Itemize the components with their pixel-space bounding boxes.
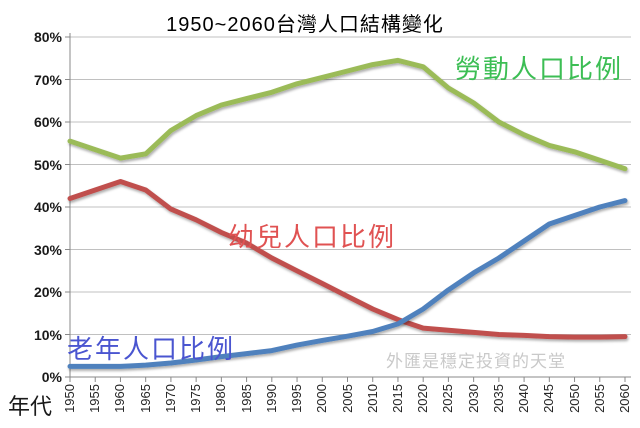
x-axis-tick-label: 1980 bbox=[213, 384, 229, 413]
x-axis-tick-label: 2055 bbox=[591, 384, 607, 413]
y-axis-tick-label: 50% bbox=[33, 156, 62, 173]
x-axis-tick-label: 2050 bbox=[566, 384, 582, 413]
x-axis-tick-label: 2040 bbox=[516, 384, 532, 413]
y-axis-tick-label: 20% bbox=[33, 284, 62, 300]
watermark-text: 外匯是穩定投資的天堂 bbox=[386, 352, 566, 371]
x-axis-tick-label: 1970 bbox=[162, 384, 178, 413]
x-axis-tick-label: 2005 bbox=[339, 384, 355, 413]
y-axis-tick-label: 30% bbox=[33, 241, 62, 258]
x-axis-tick-label: 2015 bbox=[389, 384, 405, 413]
series-label-labor-population: 勞動人口比例 bbox=[455, 54, 624, 84]
x-axis-tick-label: 2060 bbox=[617, 384, 632, 413]
x-axis-tick-label: 2010 bbox=[364, 384, 380, 413]
x-axis-tick-label: 1985 bbox=[238, 384, 254, 413]
x-axis-tick-label: 2025 bbox=[440, 384, 456, 413]
y-axis-tick-label: 60% bbox=[33, 114, 62, 130]
x-axis-tick-label: 1960 bbox=[112, 384, 128, 413]
y-axis-tick-label: 10% bbox=[33, 326, 62, 343]
x-axis-tick-label: 1950 bbox=[62, 384, 77, 413]
x-axis-title: 年代 bbox=[8, 394, 53, 419]
x-axis-tick-label: 1955 bbox=[87, 384, 103, 413]
x-axis-tick-label: 1995 bbox=[289, 384, 305, 413]
x-axis-tick-label: 1990 bbox=[263, 384, 279, 413]
x-axis-tick-label: 1965 bbox=[137, 384, 153, 413]
chart-title: 1950~2060台灣人口結構變化 bbox=[166, 14, 444, 36]
y-axis-tick-label: 70% bbox=[33, 71, 62, 88]
y-axis-tick-label: 40% bbox=[33, 199, 62, 215]
x-axis-tick-label: 2035 bbox=[490, 384, 506, 413]
x-axis-tick-label: 1975 bbox=[188, 384, 204, 413]
y-axis-tick-label: 0% bbox=[41, 369, 62, 385]
x-axis-tick-label: 2020 bbox=[415, 384, 431, 413]
x-axis-tick-label: 2030 bbox=[465, 384, 481, 413]
x-axis-tick-label: 2045 bbox=[541, 384, 557, 413]
series-label-child-population: 幼兒人口比例 bbox=[228, 222, 397, 252]
series-label-elderly-population: 老年人口比例 bbox=[67, 334, 236, 364]
y-axis-tick-label: 80% bbox=[33, 29, 62, 45]
x-axis-tick-label: 2000 bbox=[314, 384, 330, 413]
